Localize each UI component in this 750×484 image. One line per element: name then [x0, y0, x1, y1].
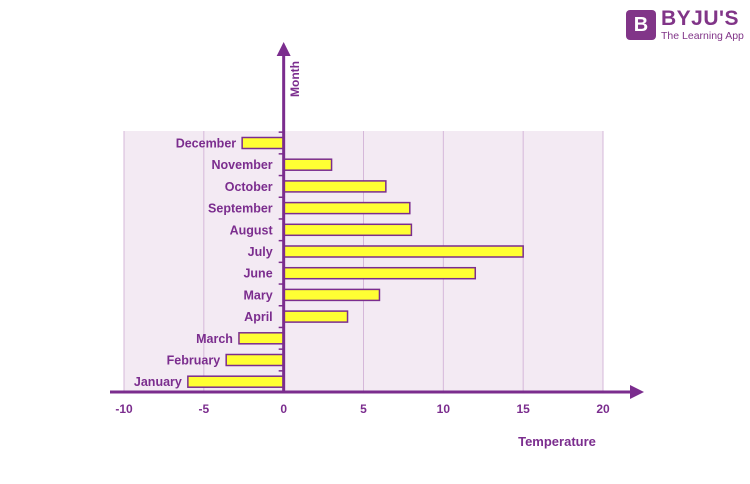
brand-logo: B BYJU'S The Learning App: [626, 8, 744, 42]
bar-february: [225, 353, 285, 367]
bar-mary: [282, 288, 381, 302]
category-label: June: [243, 267, 272, 281]
axes: [110, 42, 644, 399]
category-label: January: [134, 375, 182, 389]
bar-march: [238, 332, 285, 345]
x-tick-label: -10: [115, 402, 133, 416]
x-tick-label: 20: [596, 402, 610, 416]
bar-june: [282, 266, 477, 280]
category-label: December: [176, 137, 237, 151]
category-label: September: [208, 202, 273, 216]
x-tick-label: 15: [516, 402, 530, 416]
category-label: November: [212, 158, 273, 172]
x-axis-arrow-icon: [630, 385, 644, 399]
category-label: August: [230, 223, 274, 237]
x-tick-labels: -10 -5 0 5 10 15 20: [115, 402, 610, 416]
bar-december: [241, 136, 285, 150]
y-axis-label: Month: [288, 61, 302, 97]
bar-august: [282, 223, 413, 237]
x-tick-label: 10: [437, 402, 451, 416]
category-label: July: [248, 245, 273, 259]
bar-april: [282, 310, 349, 323]
bar-october: [282, 180, 387, 193]
category-label: Mary: [243, 288, 272, 302]
x-tick-label: -5: [198, 402, 209, 416]
byjus-logo-icon: B: [626, 10, 656, 40]
category-label: April: [244, 310, 272, 324]
y-axis-arrow-icon: [276, 42, 291, 56]
bar-september: [282, 201, 411, 215]
category-labels: January February March April Mary June July Aug…: [134, 137, 274, 390]
x-axis-label: Temperature: [518, 434, 596, 449]
category-label: February: [167, 354, 221, 368]
bar-july: [282, 245, 524, 258]
x-tick-label: 0: [280, 402, 287, 416]
grid-lines: [123, 131, 604, 392]
logo-letter: B: [633, 14, 649, 36]
brand-name: BYJU'S: [661, 7, 740, 30]
category-label: October: [225, 180, 273, 194]
bar-january: [187, 375, 285, 388]
bar-november: [282, 158, 333, 171]
category-label: March: [196, 332, 233, 346]
bars: [187, 136, 524, 388]
x-tick-label: 5: [360, 402, 367, 416]
brand-tagline: The Learning App: [661, 30, 744, 42]
